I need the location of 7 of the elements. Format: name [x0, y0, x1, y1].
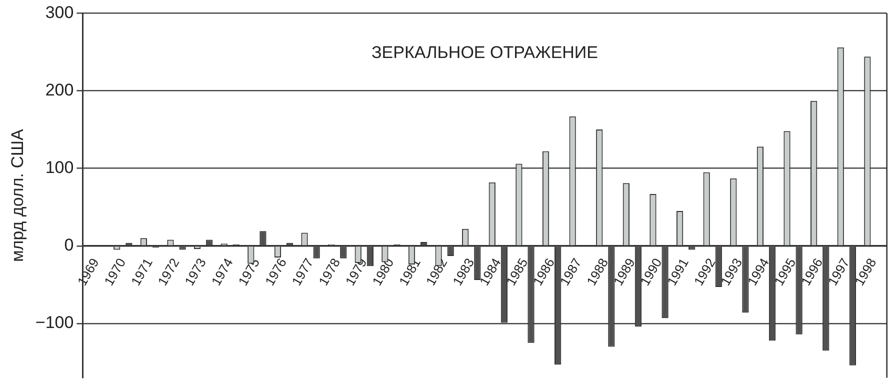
y-tick-label: −100	[35, 313, 74, 332]
y-axis-title: млрд долл. США	[8, 128, 27, 262]
y-tick-label: 100	[45, 158, 74, 178]
y-tick-label: 300	[45, 2, 74, 22]
text: ЗЕРКАЛЬНОЕ ОТРАЖЕНИЕ	[372, 42, 598, 62]
y-tick-label: 0	[64, 236, 74, 255]
y-tick-label: 200	[45, 80, 74, 100]
